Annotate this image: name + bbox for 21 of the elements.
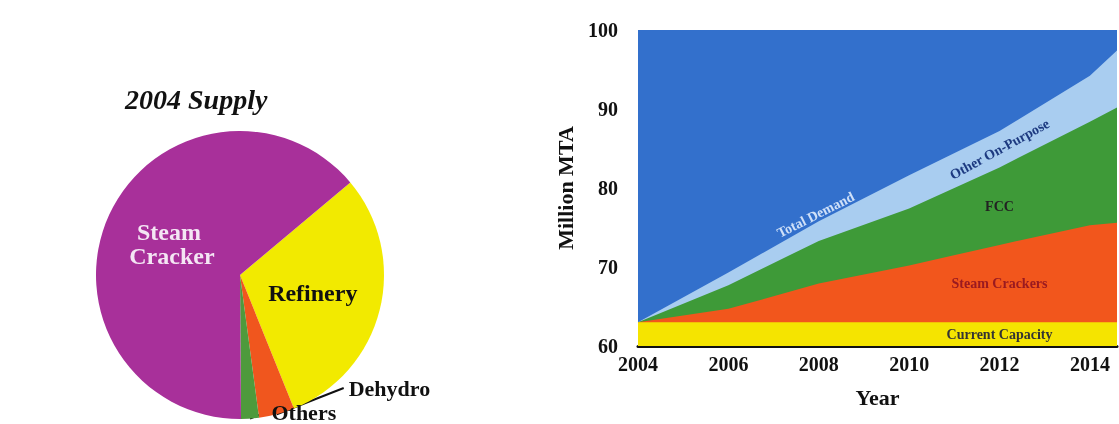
y-tick-label: 70 xyxy=(598,256,618,278)
x-tick-label: 2004 xyxy=(618,353,658,375)
x-tick-label: 2006 xyxy=(708,353,749,375)
slice-label: Dehydro xyxy=(348,375,431,401)
x-tick-label: 2014 xyxy=(1069,353,1110,375)
slice-label: Others xyxy=(271,399,337,424)
y-tick-label: 100 xyxy=(588,19,618,41)
y-tick-label: 60 xyxy=(598,335,618,357)
y-tick-label: 80 xyxy=(598,177,618,199)
series-label: Steam Crackers xyxy=(951,276,1049,292)
x-tick-label: 2008 xyxy=(798,353,839,375)
slice-label: Refinery xyxy=(268,280,358,307)
x-axis-title: Year xyxy=(855,384,900,410)
series-label: FCC xyxy=(985,198,1014,214)
x-tick-label: 2010 xyxy=(889,353,930,375)
series-label: Current Capacity xyxy=(946,326,1053,342)
y-axis-title: Million MTA xyxy=(552,126,578,250)
x-tick-label: 2012 xyxy=(979,353,1020,375)
chart-title: 2004 Supply xyxy=(124,83,268,115)
slice-label: Steam Cracker xyxy=(129,218,215,269)
y-tick-label: 90 xyxy=(598,98,618,120)
